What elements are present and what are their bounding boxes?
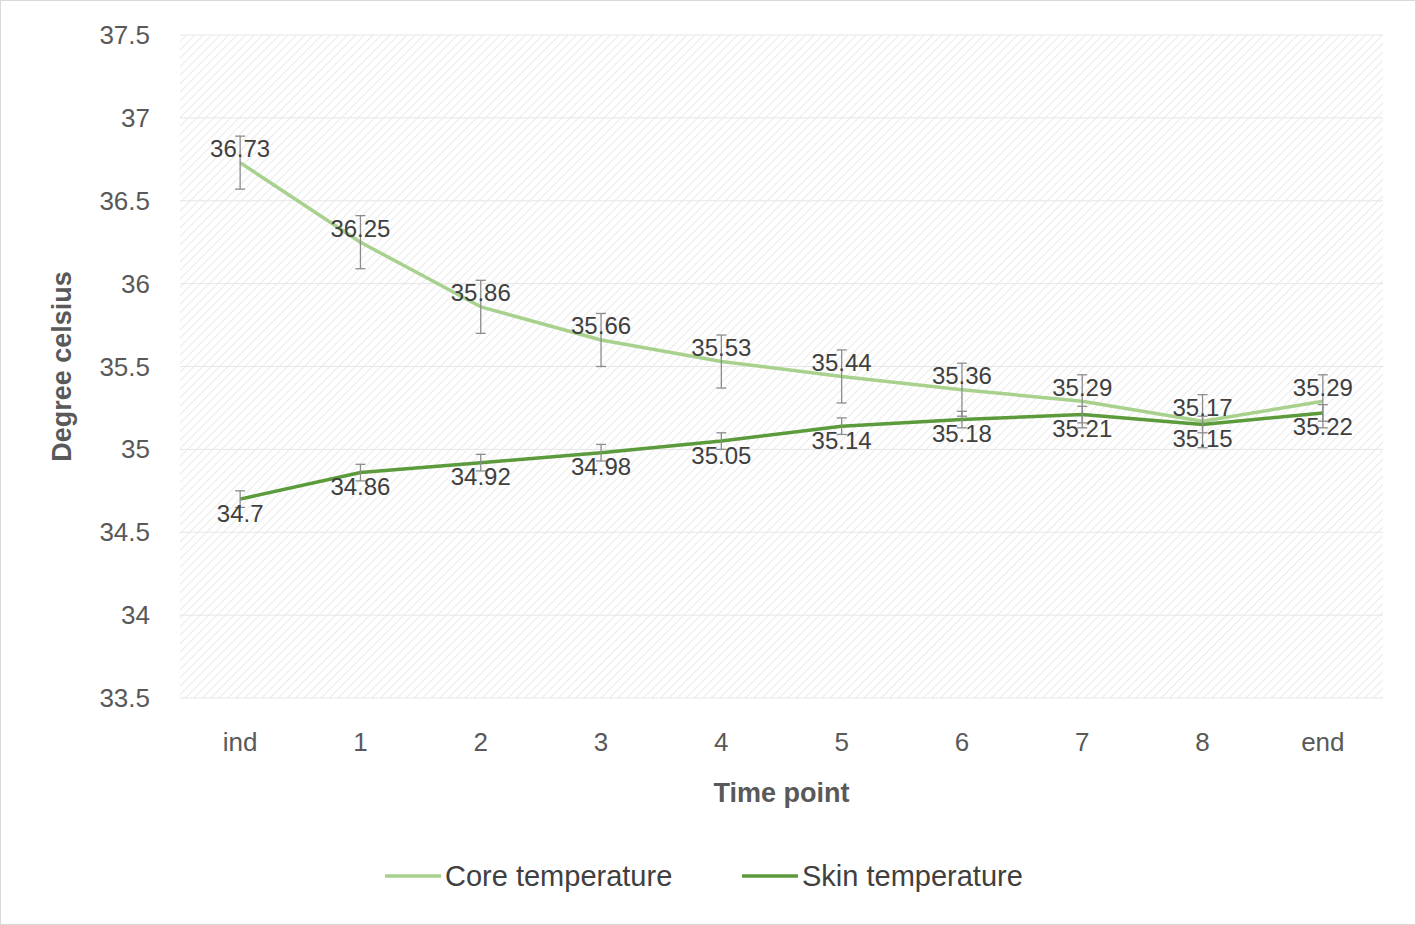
data-label: 35.29 [1052, 374, 1112, 401]
x-tick-label: 5 [834, 727, 848, 757]
legend-label: Skin temperature [802, 860, 1023, 892]
data-label: 35.05 [691, 442, 751, 469]
data-label: 35.53 [691, 334, 751, 361]
data-label: 35.66 [571, 312, 631, 339]
grid-line [180, 532, 1383, 533]
grid-line [180, 200, 1383, 201]
data-label: 35.15 [1173, 425, 1233, 452]
x-tick-label: 4 [714, 727, 728, 757]
legend-label: Core temperature [445, 860, 672, 892]
y-axis-title: Degree celsius [47, 271, 77, 462]
data-label: 35.17 [1173, 394, 1233, 421]
x-tick-label: 3 [594, 727, 608, 757]
y-tick-label: 35 [121, 434, 150, 464]
data-label: 34.92 [451, 463, 511, 490]
grid-line [180, 698, 1383, 699]
data-label: 36.73 [210, 135, 270, 162]
x-tick-label: 8 [1195, 727, 1209, 757]
series-line [240, 163, 1323, 422]
x-tick-label: 1 [353, 727, 367, 757]
y-tick-label: 33.5 [99, 683, 150, 713]
data-label: 34.98 [571, 453, 631, 480]
chart: 33.53434.53535.53636.53737.5ind12345678e… [0, 0, 1416, 925]
data-label: 35.29 [1293, 374, 1353, 401]
data-label: 34.7 [217, 500, 264, 527]
x-tick-label: 2 [474, 727, 488, 757]
x-tick-label: ind [223, 727, 258, 757]
data-label: 35.22 [1293, 413, 1353, 440]
y-tick-label: 34 [121, 600, 150, 630]
x-axis-title: Time point [713, 778, 849, 808]
grid-line [180, 35, 1383, 36]
data-label: 35.86 [451, 279, 511, 306]
plot-marks [235, 136, 1328, 507]
data-label: 35.36 [932, 362, 992, 389]
chart-border [1, 1, 1416, 925]
y-tick-label: 34.5 [99, 517, 150, 547]
grid-line [180, 366, 1383, 367]
data-label: 34.86 [330, 473, 390, 500]
y-tick-label: 35.5 [99, 352, 150, 382]
x-tick-label: end [1301, 727, 1344, 757]
grid-line [180, 117, 1383, 118]
grid-line [180, 615, 1383, 616]
data-label: 35.44 [812, 349, 872, 376]
data-label: 35.21 [1052, 415, 1112, 442]
data-label: 35.18 [932, 420, 992, 447]
legend-swatch [385, 874, 441, 878]
data-labels: 36.73 36.25 35.86 35.66 35.53 35.44 35.36 35.29… [210, 135, 1353, 526]
y-tick-label: 37 [121, 103, 150, 133]
plot-area [180, 35, 1383, 698]
legend-swatch [742, 874, 798, 878]
y-tick-label: 36 [121, 269, 150, 299]
x-tick-label: 6 [955, 727, 969, 757]
data-label: 35.14 [812, 427, 872, 454]
legend-item: Core temperature [385, 860, 672, 892]
series-line [240, 413, 1323, 499]
x-tick-label: 7 [1075, 727, 1089, 757]
y-tick-label: 36.5 [99, 186, 150, 216]
legend-item: Skin temperature [742, 860, 1023, 892]
y-tick-label: 37.5 [99, 20, 150, 50]
grid-line [180, 283, 1383, 284]
data-label: 36.25 [330, 215, 390, 242]
